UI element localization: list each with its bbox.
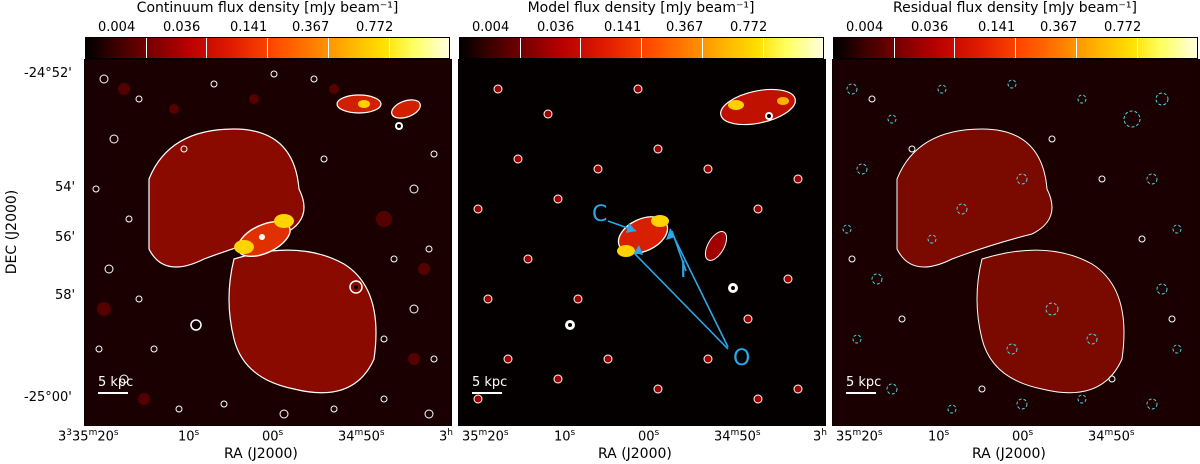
x-tick-label: 10s	[554, 428, 576, 445]
colorbar-tick: 0.004	[98, 20, 136, 35]
x-axis-title: RA (J2000)	[224, 446, 298, 462]
model-map: C I O 5 kpc	[458, 59, 826, 426]
colorbar-tick: 0.141	[604, 20, 642, 35]
colorbar-tick: 0.036	[163, 20, 201, 35]
colorbar-residual	[833, 37, 1198, 59]
colorbar-tick: 0.004	[846, 20, 884, 35]
colorbar-tick: 0.367	[292, 20, 330, 35]
x-tick-label: 35m20s	[836, 428, 883, 445]
colorbar-model	[459, 37, 824, 59]
colorbar-tick: 0.036	[537, 20, 575, 35]
colorbar-tick: 0.772	[1104, 20, 1142, 35]
scale-bar-label: 5 kpc	[98, 375, 133, 390]
x-tick-label: 35m20s	[462, 428, 509, 445]
colorbar-tick: 0.772	[730, 20, 768, 35]
y-tick-label: -24°52'	[24, 66, 72, 81]
x-tick-label: 00s	[638, 428, 660, 445]
y-tick-label: 58'	[55, 288, 76, 303]
residual-map: 5 kpc	[832, 59, 1200, 426]
x-axis-title: RA (J2000)	[972, 446, 1046, 462]
colorbar-continuum	[85, 37, 450, 59]
colorbar-title-continuum: Continuum flux density [mJy beam⁻¹]	[136, 0, 399, 16]
colorbar-tick: 0.772	[356, 20, 394, 35]
y-axis-title: DEC (J2000)	[4, 189, 20, 275]
annotation-c: C	[592, 202, 607, 227]
x-tick-label: 3h	[813, 428, 827, 445]
x-tick-label: 10s	[178, 428, 200, 445]
x-tick-label: 34m50s	[338, 428, 385, 445]
scale-bar-label: 5 kpc	[846, 375, 881, 390]
colorbar-tick: 0.004	[472, 20, 510, 35]
colorbar-tick: 0.367	[666, 20, 704, 35]
x-tick-label: 3335m20s	[58, 428, 119, 445]
annotation-o: O	[733, 346, 750, 371]
colorbar-tick: 0.141	[978, 20, 1016, 35]
y-tick-label: 54'	[55, 180, 76, 195]
colorbar-tick: 0.367	[1040, 20, 1078, 35]
continuum-map: 5 kpc	[84, 59, 452, 426]
x-tick-label: 34m50s	[1088, 428, 1135, 445]
x-tick-label: 10s	[928, 428, 950, 445]
colorbar-title-model: Model flux density [mJy beam⁻¹]	[527, 0, 755, 16]
annotation-i: I	[680, 258, 687, 283]
scale-bar-label: 5 kpc	[472, 375, 507, 390]
x-axis-title: RA (J2000)	[598, 446, 672, 462]
colorbar-title-residual: Residual flux density [mJy beam⁻¹]	[893, 0, 1137, 16]
x-tick-label: 3h	[439, 428, 453, 445]
colorbar-tick: 0.036	[911, 20, 949, 35]
colorbar-tick: 0.141	[230, 20, 268, 35]
y-tick-label: 56'	[55, 230, 76, 245]
y-tick-label: -25°00'	[24, 390, 72, 405]
x-tick-label: 00s	[262, 428, 284, 445]
x-tick-label: 00s	[1012, 428, 1034, 445]
x-tick-label: 34m50s	[714, 428, 761, 445]
